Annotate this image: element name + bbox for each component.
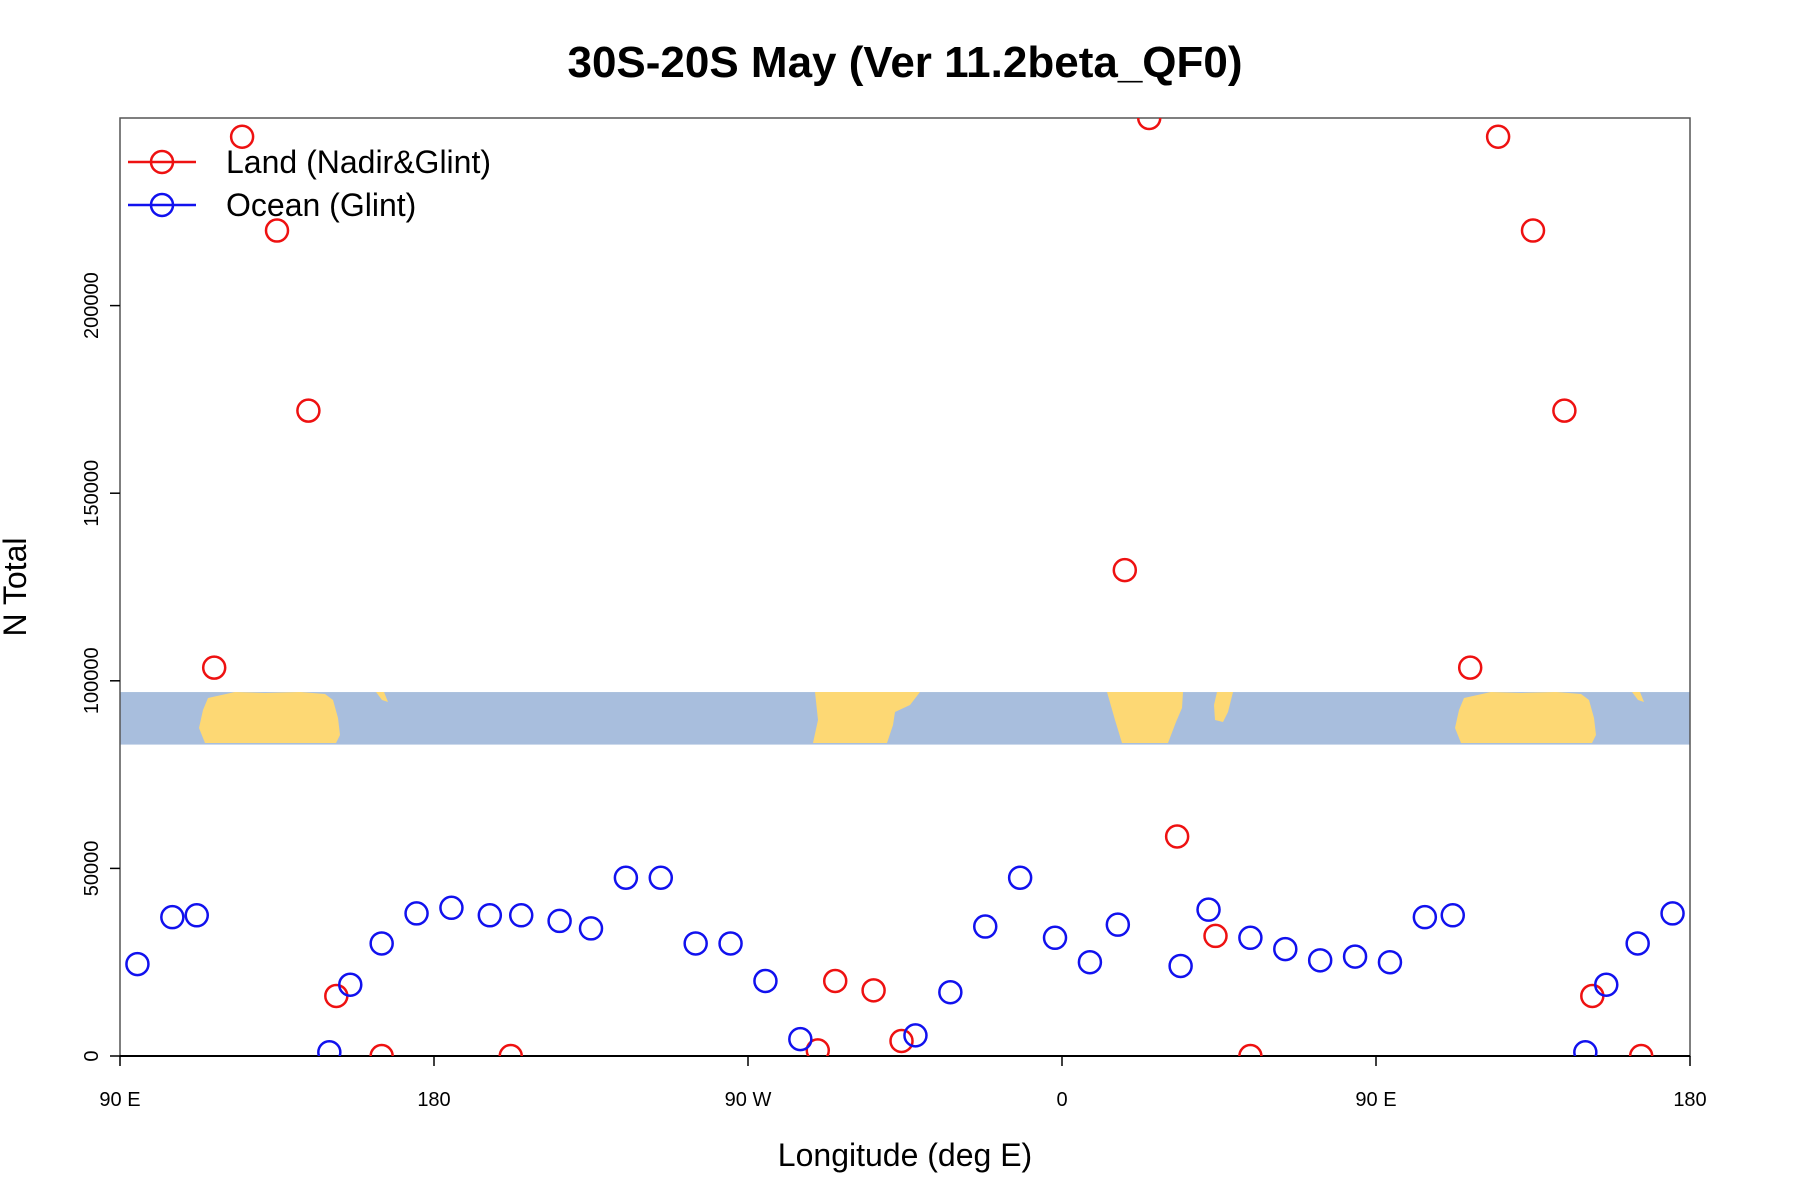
ocean-point bbox=[1412, 904, 1438, 930]
x-axis-label: Longitude (deg E) bbox=[778, 1137, 1032, 1173]
ocean-point bbox=[508, 903, 534, 928]
ocean-point bbox=[578, 916, 604, 941]
ocean-point bbox=[1042, 925, 1068, 951]
ocean-point bbox=[369, 931, 394, 956]
ocean-point bbox=[439, 895, 464, 921]
x-tick-label: 0 bbox=[1056, 1089, 1067, 1111]
ocean-point bbox=[547, 908, 572, 934]
ocean-point bbox=[613, 865, 639, 891]
ocean-point bbox=[788, 1026, 813, 1052]
land-point bbox=[1520, 218, 1546, 243]
land-point bbox=[296, 398, 321, 423]
ocean-point bbox=[1307, 948, 1333, 973]
land-point bbox=[1136, 118, 1162, 131]
legend-marker bbox=[149, 192, 175, 218]
land-point bbox=[498, 1043, 524, 1056]
map-land-south-america bbox=[813, 692, 920, 743]
land-point bbox=[264, 218, 290, 243]
y-tick-label: 200000 bbox=[81, 272, 103, 339]
y-tick-label: 100000 bbox=[81, 647, 103, 714]
land-point bbox=[229, 124, 255, 150]
y-tick-label: 150000 bbox=[81, 460, 103, 527]
map-land-new-caledonia-repeat bbox=[1632, 692, 1644, 702]
ocean-point bbox=[1377, 949, 1403, 975]
land-point bbox=[1203, 923, 1228, 949]
series-ocean bbox=[125, 865, 1685, 1056]
land-point bbox=[1457, 655, 1483, 680]
ocean-point bbox=[338, 972, 363, 997]
land-point bbox=[1485, 124, 1511, 150]
ocean-point bbox=[753, 968, 778, 994]
land-point bbox=[889, 1028, 914, 1054]
land-point bbox=[1628, 1043, 1654, 1056]
land-point bbox=[324, 983, 349, 1009]
land-point bbox=[1238, 1043, 1263, 1056]
map-land-australia-repeat bbox=[1455, 692, 1596, 743]
x-tick-label: 180 bbox=[417, 1089, 450, 1111]
data-points bbox=[125, 118, 1685, 1056]
map-land-australia bbox=[199, 692, 340, 743]
ocean-point bbox=[1625, 931, 1650, 956]
map-land-africa bbox=[1107, 692, 1183, 743]
plot-frame bbox=[119, 117, 1691, 1057]
legend: Land (Nadir&Glint) Ocean (Glint) bbox=[128, 144, 491, 223]
ocean-point bbox=[1168, 953, 1193, 979]
ocean-point bbox=[938, 979, 963, 1005]
ocean-point bbox=[184, 903, 210, 928]
ocean-point bbox=[1077, 949, 1103, 975]
x-tick-label: 180 bbox=[1673, 1089, 1706, 1111]
y-axis: 0 50000 100000 150000 200000 bbox=[81, 272, 120, 1062]
x-axis: 90 E 180 90 W 0 90 E 180 bbox=[99, 1056, 1707, 1111]
ocean-point bbox=[1440, 903, 1466, 928]
ocean-point bbox=[1007, 865, 1033, 891]
x-tick-label: 90 W bbox=[725, 1089, 772, 1111]
legend-label: Land (Nadir&Glint) bbox=[226, 144, 491, 180]
ocean-point bbox=[972, 914, 998, 939]
land-point bbox=[822, 968, 848, 994]
ocean-point bbox=[477, 903, 503, 928]
land-point bbox=[1164, 824, 1190, 849]
ocean-point bbox=[1273, 936, 1298, 962]
legend-marker bbox=[149, 149, 175, 175]
ocean-point bbox=[1196, 897, 1221, 922]
ocean-point bbox=[903, 1023, 928, 1048]
map-land-new-caledonia bbox=[376, 692, 388, 702]
y-axis-label: N Total bbox=[0, 537, 33, 636]
ocean-point bbox=[317, 1040, 342, 1056]
ocean-point bbox=[1238, 925, 1263, 951]
ocean-point bbox=[160, 904, 185, 930]
ocean-point bbox=[648, 865, 674, 891]
ocean-point bbox=[1342, 944, 1368, 969]
y-tick-label: 0 bbox=[81, 1050, 103, 1061]
land-point bbox=[805, 1038, 831, 1056]
x-tick-label: 90 E bbox=[99, 1089, 140, 1111]
land-point bbox=[369, 1043, 394, 1056]
land-point bbox=[201, 655, 227, 680]
world-map-strip bbox=[120, 692, 1690, 745]
land-point bbox=[1580, 983, 1605, 1009]
y-tick-label: 50000 bbox=[81, 841, 103, 897]
ocean-point bbox=[1594, 972, 1619, 997]
ocean-point bbox=[718, 931, 743, 956]
ocean-point bbox=[1573, 1040, 1598, 1056]
chart-title: 30S-20S May (Ver 11.2beta_QF0) bbox=[567, 38, 1242, 87]
x-tick-label: 90 E bbox=[1355, 1089, 1396, 1111]
legend-label: Ocean (Glint) bbox=[226, 187, 416, 223]
map-land-madagascar bbox=[1214, 692, 1233, 722]
ocean-point bbox=[1660, 901, 1685, 926]
ocean-point bbox=[683, 931, 708, 956]
land-point bbox=[1112, 557, 1138, 583]
ocean-point bbox=[404, 901, 429, 926]
land-point bbox=[1552, 398, 1577, 423]
ocean-point bbox=[125, 951, 150, 977]
ocean-point bbox=[1105, 912, 1131, 937]
land-point bbox=[861, 978, 886, 1003]
